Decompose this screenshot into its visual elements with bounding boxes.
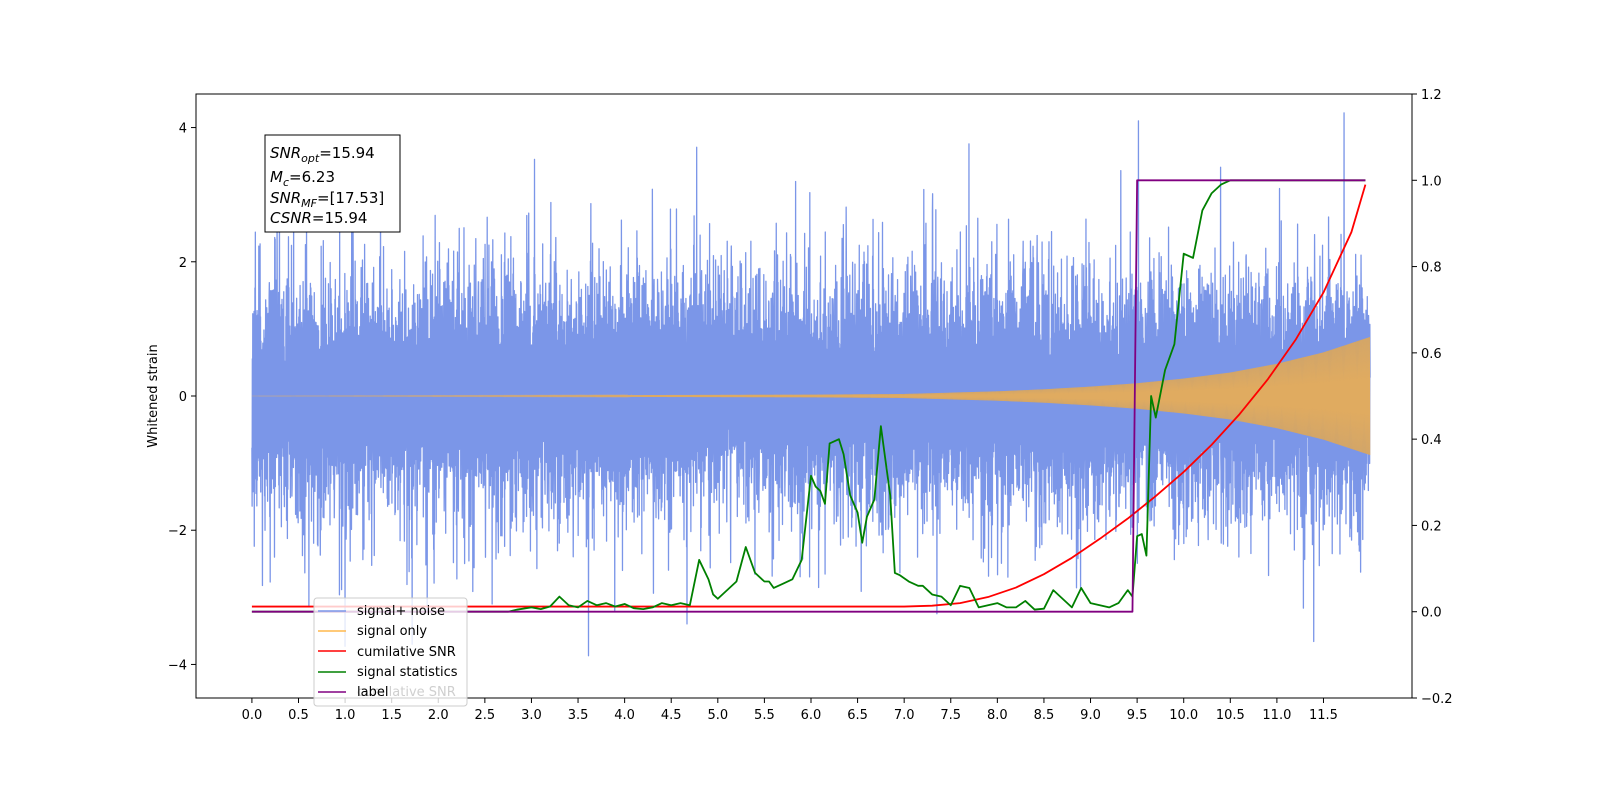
legend-label-signal-noise: signal+ noise (357, 604, 445, 619)
legend-label-label: label (357, 685, 388, 700)
stats-chirp-mass: Mc=6.23 (270, 168, 335, 189)
y-axis-label: Whitened strain (146, 344, 161, 447)
y-axis-left: −4 −2 0 2 4 (168, 122, 196, 673)
x-axis: 0.0 0.5 1.0 1.5 2.0 2.5 3.0 3.5 4.0 4.5 5.0 5.5 6.0 6… (242, 698, 1338, 723)
series-signal-only-line (251, 337, 1371, 456)
stats-box-frame (264, 134, 401, 233)
x-tick-label-16: 8.0 (987, 708, 1008, 723)
x-tick-label-4: 2.0 (428, 708, 449, 723)
legend-label-signal-only: signal only (357, 624, 427, 639)
stats-csnr: CSNR=15.94 (270, 209, 367, 227)
x-tick-label-19: 9.5 (1127, 708, 1148, 723)
x-tick-label-2: 1.0 (335, 708, 356, 723)
series-cumulative-snr-line (251, 184, 1367, 608)
x-tick-label-21: 10.5 (1216, 708, 1245, 723)
x-tick-label-9: 4.5 (661, 708, 682, 723)
x-tick-label-14: 7.0 (894, 708, 915, 723)
x-tick-label-8: 4.0 (614, 708, 635, 723)
y-tick-label-4: 4 (179, 122, 187, 137)
y2-tick-label-3: 0.4 (1421, 433, 1442, 448)
x-tick-label-23: 11.5 (1309, 708, 1338, 723)
x-tick-label-7: 3.5 (568, 708, 589, 723)
stats-snr-opt: SNRopt=15.94 (270, 144, 375, 165)
stats-snr-mf: SNRMF=[17.53] (270, 189, 384, 210)
x-tick-label-17: 8.5 (1034, 708, 1055, 723)
series-layer (251, 112, 1371, 657)
x-tick-label-15: 7.5 (940, 708, 961, 723)
x-tick-label-6: 3.0 (521, 708, 542, 723)
x-tick-label-12: 6.0 (801, 708, 822, 723)
y-tick-label-3: 2 (179, 256, 187, 271)
x-tick-label-22: 11.0 (1262, 708, 1291, 723)
y2-tick-label-1: 0.0 (1421, 606, 1442, 621)
y-axis-right: −0.2 0.0 0.2 0.4 0.6 0.8 1.0 1.2 (1412, 88, 1453, 707)
x-tick-label-1: 0.5 (288, 708, 309, 723)
legend-label-signal-statistics: signal statistics (357, 665, 458, 680)
x-tick-label-5: 2.5 (475, 708, 496, 723)
y2-tick-label-5: 0.8 (1421, 261, 1442, 276)
y2-tick-label-7: 1.2 (1421, 88, 1442, 103)
x-tick-label-20: 10.0 (1169, 708, 1198, 723)
y2-tick-label-2: 0.2 (1421, 519, 1442, 534)
y-tick-label-2: 0 (179, 390, 187, 405)
x-tick-label-11: 5.5 (754, 708, 775, 723)
y-tick-label-1: −2 (168, 524, 187, 539)
x-tick-label-13: 6.5 (847, 708, 868, 723)
x-tick-label-0: 0.0 (242, 708, 263, 723)
legend-frame (313, 597, 468, 707)
series-signal-noise-line (251, 112, 1371, 657)
stats-annotation-box: SNRopt=15.94 Mc=6.23 SNRMF=[17.53] CSNR=… (264, 134, 401, 233)
y2-tick-label-4: 0.6 (1421, 347, 1442, 362)
legend-label-cumulative-snr: cumilative SNR (357, 645, 456, 660)
y2-tick-label-6: 1.0 (1421, 174, 1442, 189)
legend: signal+ noise signal only cumilative SNR… (313, 597, 468, 707)
x-tick-label-3: 1.5 (381, 708, 402, 723)
y-tick-label-0: −4 (168, 658, 187, 673)
x-tick-label-18: 9.0 (1080, 708, 1101, 723)
x-tick-label-10: 5.0 (707, 708, 728, 723)
series-signal-statistics-line (251, 179, 1366, 613)
legend-obscured-text: cumilative SNR (357, 685, 456, 700)
series-label-line (251, 179, 1366, 613)
y2-tick-label-0: −0.2 (1421, 692, 1453, 707)
